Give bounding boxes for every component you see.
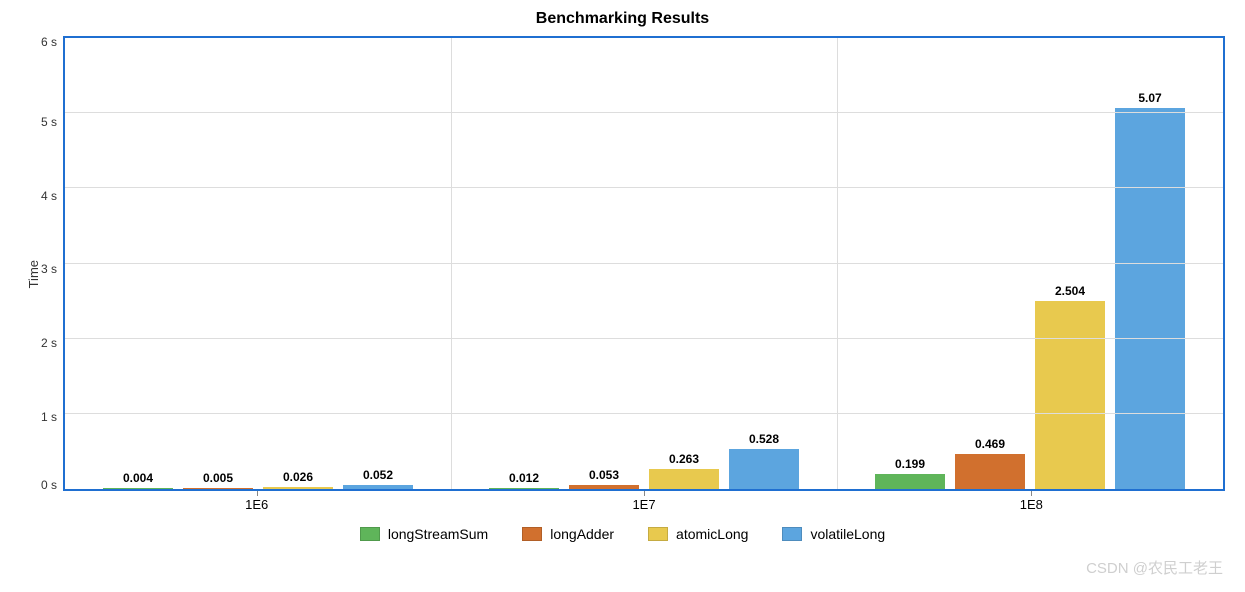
- legend-swatch: [360, 527, 380, 541]
- group-separator: [837, 38, 838, 489]
- grid-line: [65, 413, 1223, 414]
- bar-value-label: 0.469: [975, 437, 1005, 451]
- x-category-label: 1E6: [63, 491, 450, 512]
- bar-wrap: 0.469: [955, 38, 1025, 489]
- grid-line: [65, 37, 1223, 38]
- legend-item: longStreamSum: [360, 526, 488, 542]
- y-tick-label: 6 s: [41, 36, 57, 48]
- legend-swatch: [522, 527, 542, 541]
- bar: [729, 449, 799, 489]
- bar-value-label: 0.199: [895, 457, 925, 471]
- bar-value-label: 0.026: [283, 470, 313, 484]
- group-separator: [451, 38, 452, 489]
- y-tick-label: 5 s: [41, 116, 57, 128]
- bar-group: 0.004 0.005 0.026 0.052: [65, 38, 451, 489]
- bar-wrap: 5.07: [1115, 38, 1185, 489]
- chart-area: Time 6 s5 s4 s3 s2 s1 s0 s 0.0040.0050.0…: [20, 36, 1225, 512]
- bar: [103, 488, 173, 489]
- y-axis-label: Time: [20, 260, 41, 288]
- bar-value-label: 5.07: [1138, 91, 1161, 105]
- bar-wrap: 0.053: [569, 38, 639, 489]
- bar-wrap: 0.263: [649, 38, 719, 489]
- y-tick-label: 4 s: [41, 190, 57, 202]
- grid-line: [65, 338, 1223, 339]
- grid-line: [65, 112, 1223, 113]
- bar-wrap: 0.026: [263, 38, 333, 489]
- legend: longStreamSum longAdder atomicLong volatile…: [20, 526, 1225, 542]
- grid-line: [65, 263, 1223, 264]
- bar-wrap: 0.199: [875, 38, 945, 489]
- bar-value-label: 2.504: [1055, 284, 1085, 298]
- bar-value-label: 0.005: [203, 471, 233, 485]
- legend-item: longAdder: [522, 526, 614, 542]
- legend-label: longStreamSum: [388, 526, 488, 542]
- bar: [955, 454, 1025, 489]
- x-category-label: 1E8: [838, 491, 1225, 512]
- bar-groups: 0.004 0.005 0.026 0.052 0.012 0.053 0.263 0.528…: [65, 38, 1223, 489]
- legend-item: atomicLong: [648, 526, 748, 542]
- bar-group: 0.199 0.469 2.504 5.07: [837, 38, 1223, 489]
- x-axis-categories: 1E61E71E8: [63, 491, 1225, 512]
- y-tick-label: 0 s: [41, 479, 57, 491]
- watermark: CSDN @农民工老王: [1086, 557, 1223, 578]
- plot-outer: 0.004 0.005 0.026 0.052 0.012 0.053 0.263 0.528…: [63, 36, 1225, 512]
- bar-group: 0.012 0.053 0.263 0.528: [451, 38, 837, 489]
- legend-label: longAdder: [550, 526, 614, 542]
- y-tick-label: 3 s: [41, 263, 57, 275]
- bar-value-label: 0.053: [589, 468, 619, 482]
- x-category-label: 1E7: [450, 491, 837, 512]
- bar: [875, 474, 945, 489]
- bar-wrap: 0.004: [103, 38, 173, 489]
- bar-value-label: 0.263: [669, 452, 699, 466]
- bar-value-label: 0.012: [509, 471, 539, 485]
- bar: [649, 469, 719, 489]
- bar: [263, 487, 333, 489]
- bar: [343, 485, 413, 489]
- bar: [489, 488, 559, 489]
- bar-value-label: 0.052: [363, 468, 393, 482]
- plot-region: 0.004 0.005 0.026 0.052 0.012 0.053 0.263 0.528…: [63, 36, 1225, 491]
- legend-item: volatileLong: [782, 526, 885, 542]
- bar-wrap: 0.052: [343, 38, 413, 489]
- chart-title: Benchmarking Results: [20, 10, 1225, 28]
- bar: [1115, 108, 1185, 489]
- legend-label: volatileLong: [810, 526, 885, 542]
- y-tick-label: 2 s: [41, 337, 57, 349]
- y-tick-label: 1 s: [41, 411, 57, 423]
- bar-wrap: 2.504: [1035, 38, 1105, 489]
- bar: [569, 485, 639, 489]
- bar-wrap: 0.528: [729, 38, 799, 489]
- bar-value-label: 0.528: [749, 432, 779, 446]
- bar-wrap: 0.005: [183, 38, 253, 489]
- grid-line: [65, 187, 1223, 188]
- y-axis-ticks: 6 s 5 s 4 s 3 s 2 s 1 s 0 s: [41, 36, 63, 491]
- legend-swatch: [782, 527, 802, 541]
- bar: [183, 488, 253, 489]
- legend-swatch: [648, 527, 668, 541]
- bar: [1035, 301, 1105, 489]
- bar-value-label: 0.004: [123, 471, 153, 485]
- bar-wrap: 0.012: [489, 38, 559, 489]
- legend-label: atomicLong: [676, 526, 748, 542]
